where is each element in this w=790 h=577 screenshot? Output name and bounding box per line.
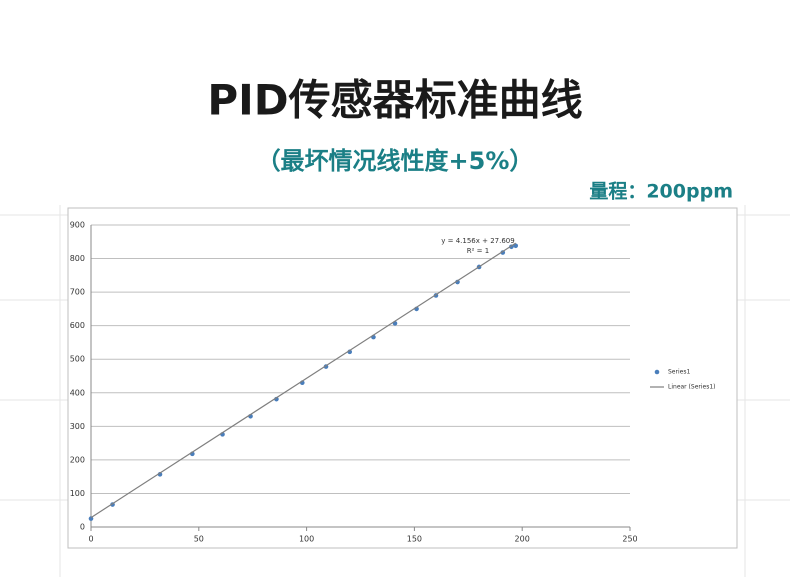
y-tick-label: 200 [70,455,85,464]
x-tick-label: 0 [88,535,93,544]
legend-label: Series1 [668,369,690,376]
y-tick-label: 100 [70,489,85,498]
point [513,243,519,249]
y-tick-label: 500 [70,355,85,364]
y-tick-label: 0 [80,523,85,532]
y-tick-label: 800 [70,254,85,263]
trend-r2: R² = 1 [467,247,489,255]
title: PID传感器标准曲线 [207,76,582,125]
subtitle: （最坏情况线性度+5%） [257,147,534,175]
legend-label: Linear (Series1) [668,384,716,391]
y-tick-label: 400 [70,388,85,397]
x-tick-label: 100 [299,535,314,544]
x-tick-label: 250 [622,535,637,544]
legend-swatch [654,369,660,375]
x-tick-label: 200 [515,535,530,544]
x-tick-label: 50 [194,535,204,544]
y-tick-label: 300 [70,422,85,431]
y-tick-label: 600 [70,321,85,330]
x-tick-label: 150 [407,535,422,544]
trendline [90,242,517,519]
trend-equation: y = 4.156x + 27.609 [441,237,514,245]
y-tick-label: 900 [70,221,85,230]
range: 量程：200ppm [589,181,733,203]
chart-frame [67,207,738,549]
y-tick-label: 700 [70,288,85,297]
